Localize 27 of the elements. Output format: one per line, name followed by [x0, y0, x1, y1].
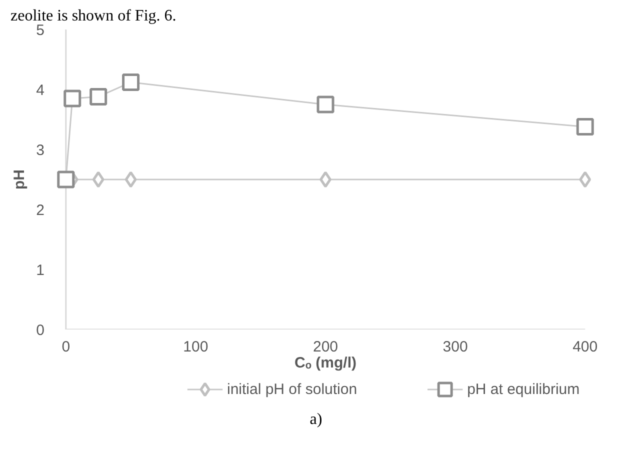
y-tick-label: 5: [36, 22, 44, 39]
x-axis-title: Cₒ (mg/l): [294, 354, 356, 372]
point: [124, 171, 137, 188]
x-tick-label: 300: [442, 338, 468, 356]
point: [57, 170, 75, 188]
x-tick-label: 200: [312, 338, 338, 356]
point: [64, 90, 82, 108]
x-tick-label: 400: [572, 338, 598, 356]
point: [90, 88, 108, 106]
point: [316, 96, 334, 114]
x-tick-label: 0: [62, 338, 70, 356]
y-tick-label: 4: [36, 82, 44, 99]
y-tick-label: 0: [36, 322, 44, 339]
point: [579, 171, 592, 188]
point: [576, 118, 594, 136]
y-tick-label: 2: [36, 202, 44, 219]
legend-label: pH at equilibrium: [467, 381, 580, 398]
legend-label: initial pH of solution: [226, 381, 358, 398]
text: zeolite is shown of Fig. 6.: [10, 8, 176, 24]
y-axis-title: pH: [11, 170, 28, 190]
x-tick-label: 100: [183, 338, 208, 356]
point: [92, 171, 104, 188]
point: [122, 74, 140, 92]
y-tick-label: 1: [36, 262, 44, 279]
y-tick-label: 3: [36, 142, 44, 159]
point: [320, 171, 332, 188]
text: a): [310, 410, 322, 430]
